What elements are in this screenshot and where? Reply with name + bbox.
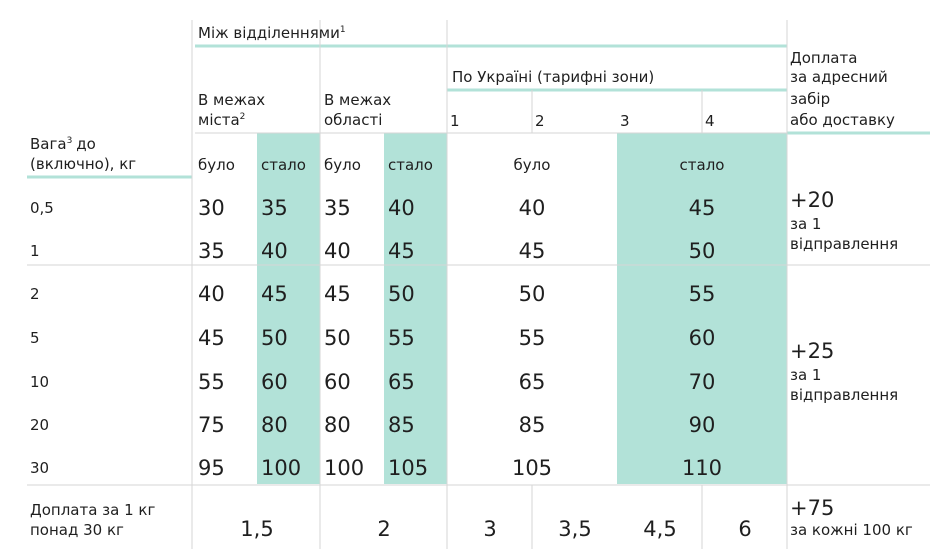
price-cell: 60: [324, 370, 351, 394]
weight-cell: 0,5: [30, 199, 54, 217]
weight-cell: 30: [30, 459, 49, 477]
zone-label: 4: [705, 112, 715, 130]
footer-surcharge: +75: [790, 496, 834, 520]
price-cell: 55: [198, 370, 225, 394]
price-cell: 100: [261, 456, 301, 480]
highlight-column: [257, 133, 320, 484]
price-cell: 40: [324, 239, 351, 263]
sub-header: стало: [388, 156, 433, 174]
price-cell: 55: [519, 326, 546, 350]
price-cell: 85: [519, 413, 546, 437]
price-cell: 55: [388, 326, 415, 350]
price-cell: 45: [261, 282, 288, 306]
price-cell: 50: [324, 326, 351, 350]
price-cell: 50: [689, 239, 716, 263]
surcharge-header: за адресний: [790, 68, 888, 86]
footer-value: 4,5: [643, 517, 676, 541]
price-cell: 75: [198, 413, 225, 437]
weight-header: (включно), кг: [30, 155, 136, 173]
city-header: міста2: [198, 111, 245, 129]
region-header: В межах: [324, 91, 391, 109]
price-cell: 85: [388, 413, 415, 437]
zone-label: 1: [450, 112, 460, 130]
surcharge-note: відправлення: [790, 235, 898, 253]
weight-label: Вага: [30, 135, 67, 153]
price-cell: 60: [689, 326, 716, 350]
surcharge-note: за 1: [790, 366, 821, 384]
price-cell: 50: [519, 282, 546, 306]
footer-note: за кожні 100 кг: [790, 521, 913, 539]
sub-header: було: [324, 156, 361, 174]
price-cell: 30: [198, 196, 225, 220]
superscript: 1: [340, 25, 346, 35]
price-cell: 35: [324, 196, 351, 220]
weight-label: до: [76, 135, 96, 153]
surcharge-header: або доставку: [790, 111, 895, 129]
weight-cell: 1: [30, 242, 40, 260]
superscript: 2: [240, 112, 246, 122]
zone-label: 2: [535, 112, 545, 130]
footer-value: 3: [483, 517, 496, 541]
weight-cell: 10: [30, 373, 49, 391]
price-cell: 50: [388, 282, 415, 306]
group-header: Між відділеннями1: [198, 24, 346, 42]
group-label: Між відділеннями: [198, 24, 340, 42]
surcharge-note: за 1: [790, 215, 821, 233]
footer-value: 2: [377, 517, 390, 541]
sub-header: було: [198, 156, 235, 174]
price-cell: 110: [682, 456, 722, 480]
price-cell: 100: [324, 456, 364, 480]
footer-value: 6: [738, 517, 751, 541]
highlight-column: [617, 133, 787, 484]
surcharge-header: забір: [790, 90, 830, 108]
price-cell: 65: [388, 370, 415, 394]
price-cell: 80: [324, 413, 351, 437]
price-cell: 35: [261, 196, 288, 220]
zone-label: 3: [620, 112, 630, 130]
city-label: міста: [198, 111, 240, 129]
price-cell: 90: [689, 413, 716, 437]
price-cell: 50: [261, 326, 288, 350]
price-cell: 40: [519, 196, 546, 220]
price-cell: 80: [261, 413, 288, 437]
weight-cell: 20: [30, 416, 49, 434]
price-cell: 45: [388, 239, 415, 263]
footer-label: Доплата за 1 кг: [30, 501, 155, 519]
price-cell: 45: [198, 326, 225, 350]
weight-header: Вага3 до: [30, 135, 96, 153]
superscript: 3: [67, 136, 73, 146]
surcharge-amount: +25: [790, 339, 834, 363]
surcharge-note: відправлення: [790, 386, 898, 404]
price-cell: 105: [388, 456, 428, 480]
surcharge-header: Доплата: [790, 49, 857, 67]
weight-cell: 2: [30, 285, 40, 303]
footer-value: 1,5: [240, 517, 273, 541]
sub-header: стало: [680, 156, 725, 174]
sub-header: стало: [261, 156, 306, 174]
price-cell: 40: [261, 239, 288, 263]
price-cell: 60: [261, 370, 288, 394]
highlight-column: [384, 133, 447, 484]
weight-cell: 5: [30, 329, 40, 347]
price-cell: 65: [519, 370, 546, 394]
surcharge-amount: +20: [790, 188, 834, 212]
price-cell: 45: [324, 282, 351, 306]
price-cell: 40: [198, 282, 225, 306]
region-header: області: [324, 111, 382, 129]
sub-header: було: [514, 156, 551, 174]
price-cell: 105: [512, 456, 552, 480]
price-cell: 35: [198, 239, 225, 263]
price-cell: 45: [689, 196, 716, 220]
city-header: В межах: [198, 91, 265, 109]
footer-value: 3,5: [558, 517, 591, 541]
ukraine-header: По Україні (тарифні зони): [452, 68, 654, 86]
price-cell: 55: [689, 282, 716, 306]
price-cell: 95: [198, 456, 225, 480]
price-cell: 40: [388, 196, 415, 220]
footer-label: понад 30 кг: [30, 521, 124, 539]
price-cell: 70: [689, 370, 716, 394]
price-cell: 45: [519, 239, 546, 263]
